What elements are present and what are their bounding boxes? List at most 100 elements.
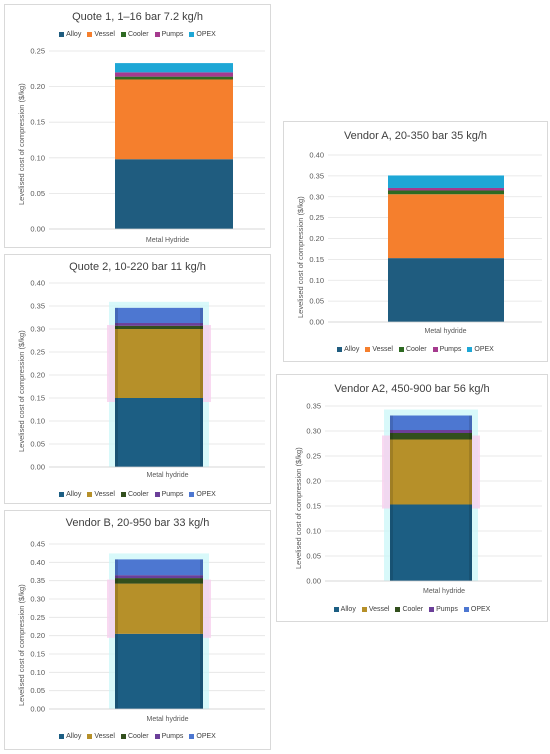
legend-item-cooler: Cooler	[120, 31, 149, 38]
legend-swatch	[120, 492, 126, 497]
y-tick-label: 0.20	[30, 371, 45, 380]
y-tick-label: 0.40	[309, 151, 324, 160]
y-tick-label: 0.40	[30, 279, 45, 288]
legend-item-opex: OPEX	[463, 606, 490, 613]
legend-swatch	[87, 492, 93, 497]
legend-item-vessel: Vessel	[87, 31, 115, 38]
chart-panel-quote2: Quote 2, 10-220 bar 11 kg/h Levelised co…	[4, 254, 271, 504]
legend-swatch	[189, 492, 195, 497]
legend-label: Alloy	[66, 491, 82, 498]
x-category-label: Metal hydride	[422, 588, 466, 595]
bar-segment-cooler	[390, 433, 472, 440]
legend-swatch	[337, 347, 343, 352]
chart-panel-vendor-b: Vendor B, 20-950 bar 33 kg/h Levelised c…	[4, 510, 271, 750]
y-tick-label: 0.35	[30, 302, 45, 311]
legend-item-opex: OPEX	[467, 346, 494, 353]
bar-segment-vessel	[115, 329, 203, 398]
legend-label: Alloy	[340, 606, 356, 613]
legend-label: Cooler	[127, 31, 149, 38]
chart-title: Quote 2, 10-220 bar 11 kg/h	[69, 261, 206, 273]
legend-item-pumps: Pumps	[154, 491, 184, 498]
legend-label: Vessel	[372, 346, 393, 353]
y-tick-label: 0.20	[30, 82, 45, 91]
bar-segment-alloy	[390, 504, 472, 581]
legend-swatch	[361, 607, 367, 612]
y-tick-label: 0.35	[309, 171, 324, 180]
legend-swatch	[120, 734, 126, 739]
chart-plot: 0.00 0.05 0.10 0.15 0.20 0.25 0.30 0.35 0.40 0.45	[30, 540, 265, 714]
bar-edge-right	[200, 307, 203, 467]
legend-swatch	[429, 607, 435, 612]
y-tick-label: 0.15	[30, 394, 45, 403]
legend-label: Cooler	[402, 606, 424, 613]
y-tick-label: 0.35	[30, 576, 45, 585]
y-tick-label: 0.25	[309, 213, 324, 222]
chart-legend: Alloy Vessel Cooler Pumps OPEX	[5, 31, 270, 38]
x-category-label: Metal Hydride	[145, 237, 190, 244]
bar-segment-alloy	[115, 159, 233, 229]
legend-label: Cooler	[127, 491, 149, 498]
y-tick-label: 0.30	[30, 325, 45, 334]
x-category-label: Metal hydride	[146, 472, 189, 479]
chart-plot: 0.00 0.05 0.10 0.15 0.20 0.25 0.30 0.35 0.40	[30, 279, 265, 472]
legend-item-pumps: Pumps	[154, 31, 184, 38]
y-tick-label: 0.20	[309, 234, 324, 243]
legend-label: Cooler	[405, 346, 427, 353]
y-tick-label: 0.00	[30, 705, 45, 714]
legend-swatch	[189, 734, 195, 739]
legend-item-alloy: Alloy	[337, 346, 359, 353]
y-tick-label: 0.30	[309, 192, 324, 201]
legend-label: Vessel	[94, 491, 115, 498]
legend-swatch	[87, 32, 93, 37]
y-tick-label: 0.10	[30, 153, 45, 162]
legend-label: Vessel	[94, 31, 115, 38]
y-tick-label: 0.00	[309, 318, 324, 327]
bar-segment-pumps	[115, 323, 203, 326]
legend-swatch	[365, 347, 371, 352]
legend-item-alloy: Alloy	[59, 491, 81, 498]
bar-segment-vessel	[390, 439, 472, 505]
y-tick-label: 0.25	[306, 452, 321, 461]
chart-title: Vendor B, 20-950 bar 33 kg/h	[65, 517, 210, 529]
legend-item-pumps: Pumps	[154, 733, 184, 740]
y-tick-label: 0.10	[309, 276, 324, 285]
bar-segment-pumps	[390, 430, 472, 433]
y-tick-label: 0.00	[30, 225, 45, 234]
y-tick-label: 0.05	[309, 297, 324, 306]
legend-item-alloy: Alloy	[59, 733, 81, 740]
legend-swatch	[120, 32, 126, 37]
legend-label: Pumps	[161, 31, 184, 38]
legend-item-cooler: Cooler	[398, 346, 427, 353]
legend-label: OPEX	[196, 733, 216, 740]
x-category-label: Metal hydride	[424, 328, 467, 335]
chart-plot: 0.00 0.05 0.10 0.15 0.20 0.25	[30, 47, 265, 234]
bar-segment-alloy	[115, 633, 203, 709]
y-tick-label: 0.25	[30, 47, 45, 56]
legend-item-pumps: Pumps	[429, 606, 458, 613]
legend-label: OPEX	[196, 491, 216, 498]
chart-title: Quote 1, 1–16 bar 7.2 kg/h	[72, 11, 203, 23]
y-tick-label: 0.30	[30, 595, 45, 604]
legend-swatch	[87, 734, 93, 739]
legend-item-pumps: Pumps	[432, 346, 461, 353]
legend-label: Pumps	[161, 491, 184, 498]
y-tick-label: 0.40	[30, 558, 45, 567]
bar-segment-cooler	[115, 76, 233, 80]
bar-edge-left	[390, 415, 393, 581]
legend-item-cooler: Cooler	[120, 491, 149, 498]
legend-label: Pumps	[161, 733, 184, 740]
legend-item-vessel: Vessel	[87, 733, 115, 740]
bar-segment-opex	[390, 415, 472, 430]
chart-panel-vendor-a2: Vendor A2, 450-900 bar 56 kg/h Levelised…	[276, 374, 548, 622]
y-tick-label: 0.10	[306, 527, 321, 536]
legend-item-alloy: Alloy	[333, 606, 356, 613]
chart-legend: Alloy Vessel Cooler Pumps OPEX	[5, 491, 270, 498]
legend-item-alloy: Alloy	[59, 31, 81, 38]
chart-title: Vendor A, 20-350 bar 35 kg/h	[343, 130, 488, 142]
legend-label: Alloy	[66, 733, 82, 740]
chart-legend: Alloy Vessel Cooler Pumps OPEX	[5, 733, 270, 740]
legend-label: Alloy	[344, 346, 360, 353]
legend-label: Cooler	[127, 733, 149, 740]
legend-label: Vessel	[368, 606, 390, 613]
y-tick-label: 0.20	[30, 631, 45, 640]
